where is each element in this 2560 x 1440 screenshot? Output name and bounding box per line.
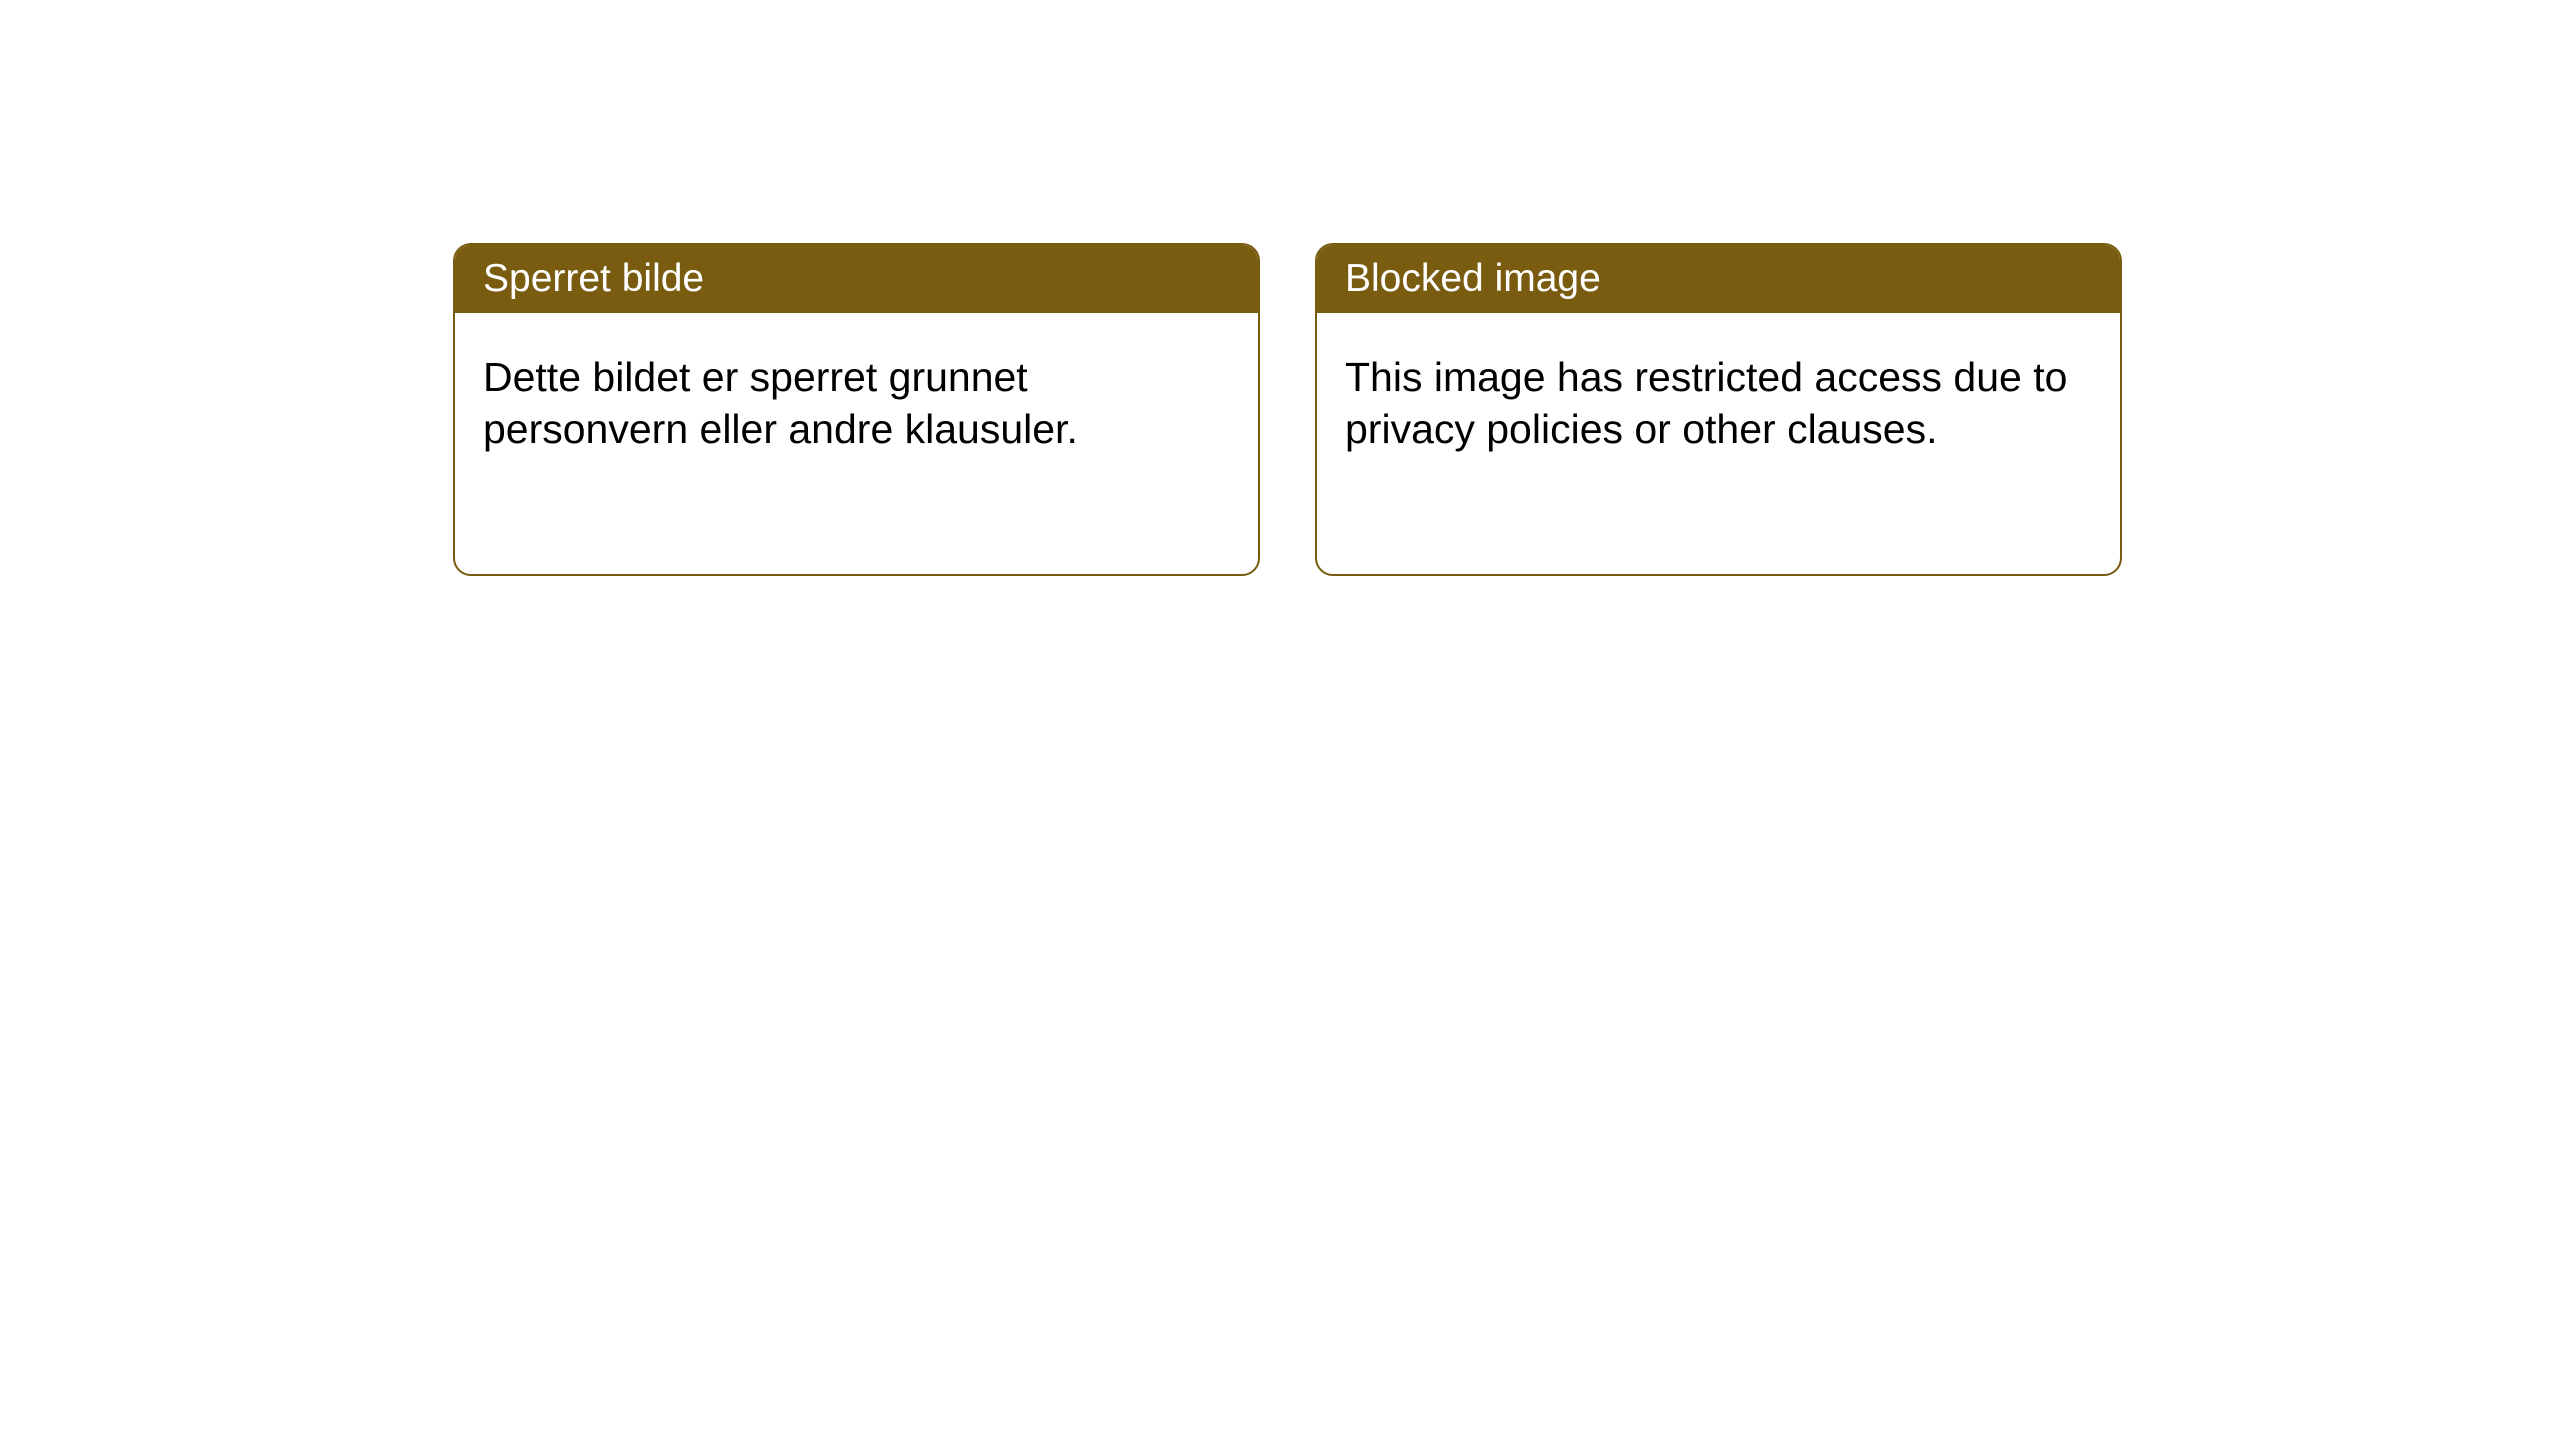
notice-header-norwegian: Sperret bilde — [455, 245, 1258, 313]
notice-body-english: This image has restricted access due to … — [1317, 313, 2120, 494]
notice-container: Sperret bilde Dette bildet er sperret gr… — [453, 243, 2122, 576]
notice-card-norwegian: Sperret bilde Dette bildet er sperret gr… — [453, 243, 1260, 576]
notice-body-norwegian: Dette bildet er sperret grunnet personve… — [455, 313, 1258, 494]
notice-header-english: Blocked image — [1317, 245, 2120, 313]
notice-card-english: Blocked image This image has restricted … — [1315, 243, 2122, 576]
